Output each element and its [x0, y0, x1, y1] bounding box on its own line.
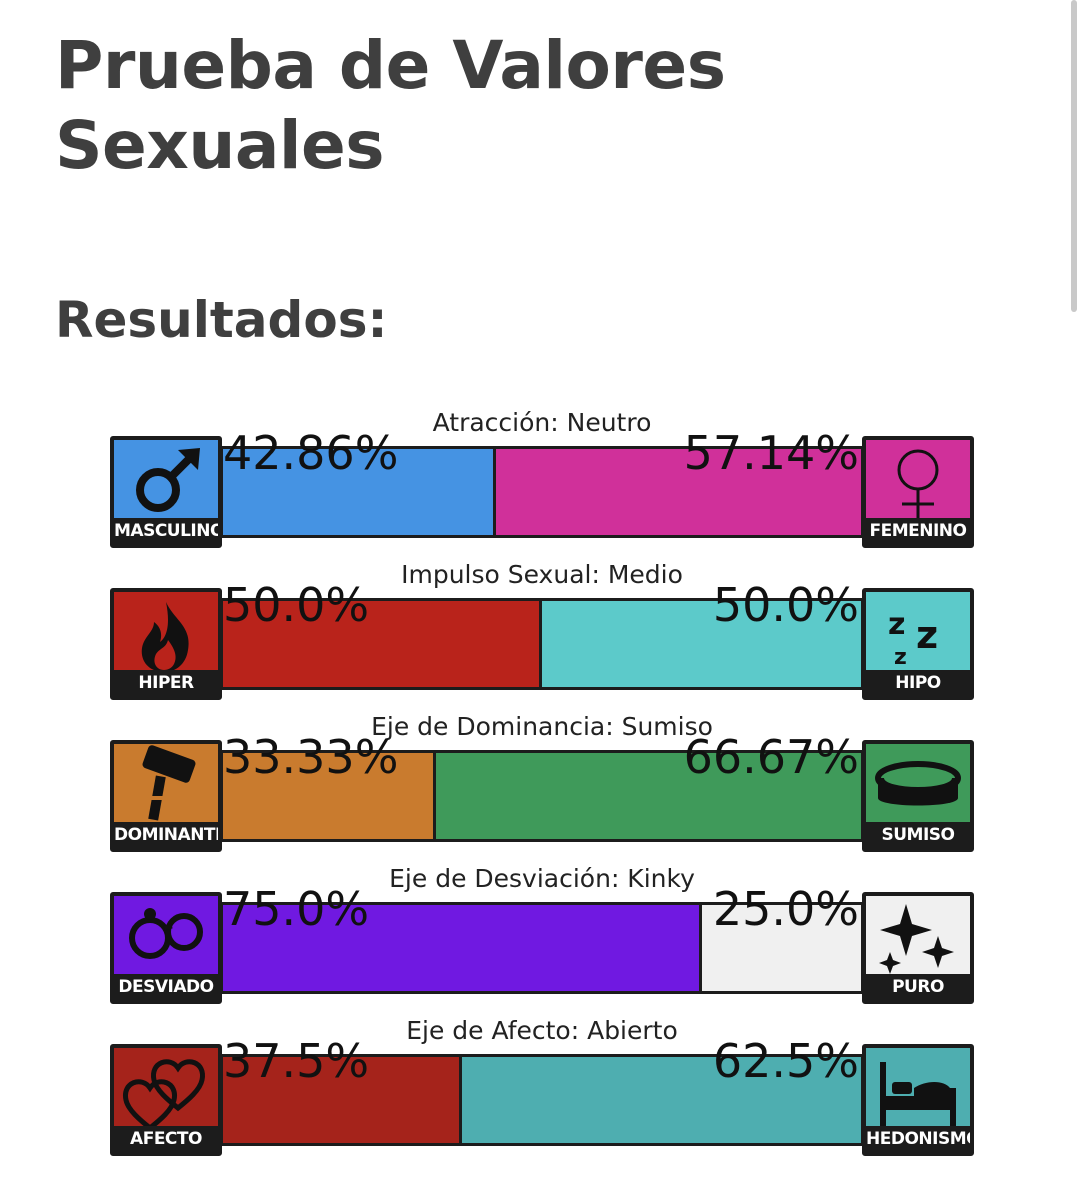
right-score-fill [436, 753, 861, 839]
sparkles-icon [879, 904, 954, 974]
axis-row: Atracción: Neutro MASCULINO 42.86% 57.14… [110, 408, 974, 563]
left-pole-name: AFECTO [114, 1126, 218, 1152]
left-pole-badge: AFECTO [110, 1044, 222, 1156]
right-score-fill [542, 601, 861, 687]
axis-row: Eje de Dominancia: Sumiso DOMINANTE 33.3… [110, 712, 974, 867]
sleep-zzz-icon: z zz [888, 607, 938, 670]
left-score-fill [223, 753, 436, 839]
right-percent: 57.14% [683, 426, 859, 480]
score-bar [220, 598, 864, 690]
left-score-fill [223, 905, 702, 991]
axis-title: Eje de Desviación: Kinky [389, 864, 695, 893]
right-pole-name: PURO [866, 974, 970, 1000]
left-percent: 42.86% [223, 426, 399, 480]
svg-text:z: z [888, 607, 905, 642]
right-score-fill [462, 1057, 861, 1143]
right-pole-badge: FEMENINO [862, 436, 974, 548]
axis-title: Atracción: Neutro [432, 408, 652, 437]
left-score-fill [223, 601, 542, 687]
left-score-fill [223, 449, 496, 535]
bed-icon [880, 1062, 956, 1126]
fire-icon [141, 602, 189, 672]
gavel-icon [142, 745, 196, 821]
left-pole-badge: DESVIADO [110, 892, 222, 1004]
svg-text:z: z [916, 613, 938, 657]
results-heading: Resultados: [55, 291, 388, 349]
right-pole-badge: PURO [862, 892, 974, 1004]
right-percent: 62.5% [712, 1034, 859, 1088]
right-pole-name: FEMENINO [866, 518, 970, 544]
score-bar [220, 750, 864, 842]
axis-row: Eje de Afecto: Abierto AFECTO 37.5% 62.5… [110, 1016, 974, 1171]
scrollbar[interactable] [1071, 0, 1077, 312]
female-symbol-icon [897, 449, 939, 520]
axis-title: Eje de Afecto: Abierto [406, 1016, 678, 1045]
left-pole-name: HIPER [114, 670, 218, 696]
left-pole-name: DOMINANTE [114, 822, 218, 848]
right-pole-name: SUMISO [866, 822, 970, 848]
right-score-fill [496, 449, 861, 535]
left-percent: 75.0% [223, 882, 370, 936]
left-pole-badge: MASCULINO [110, 436, 222, 548]
left-pole-badge: HIPER [110, 588, 222, 700]
right-pole-badge: SUMISO [862, 740, 974, 852]
hearts-icon [123, 1059, 205, 1130]
right-percent: 66.67% [683, 730, 859, 784]
collar-icon [875, 761, 961, 806]
left-pole-name: MASCULINO [114, 518, 218, 544]
handcuffs-icon [129, 908, 203, 959]
right-pole-name: HIPO [866, 670, 970, 696]
score-bar [220, 446, 864, 538]
male-symbol-icon [136, 448, 200, 512]
left-percent: 33.33% [223, 730, 399, 784]
right-score-fill [702, 905, 861, 991]
axis-row: Impulso Sexual: Medio HIPER 50.0% 50.0% … [110, 560, 974, 715]
axis-title: Eje de Dominancia: Sumiso [371, 712, 713, 741]
page-title: Prueba de Valores Sexuales [55, 27, 726, 184]
axis-title: Impulso Sexual: Medio [401, 560, 683, 589]
right-pole-name: HEDONISMO [866, 1126, 970, 1152]
svg-text:z: z [894, 645, 907, 670]
right-percent: 25.0% [712, 882, 859, 936]
right-pole-badge: HEDONISMO [862, 1044, 974, 1156]
left-score-fill [223, 1057, 462, 1143]
right-percent: 50.0% [712, 578, 859, 632]
left-percent: 50.0% [223, 578, 370, 632]
left-pole-badge: DOMINANTE [110, 740, 222, 852]
score-bar [220, 1054, 864, 1146]
axis-row: Eje de Desviación: Kinky DESVIADO 75.0% … [110, 864, 974, 1019]
left-pole-name: DESVIADO [114, 974, 218, 1000]
left-percent: 37.5% [223, 1034, 370, 1088]
